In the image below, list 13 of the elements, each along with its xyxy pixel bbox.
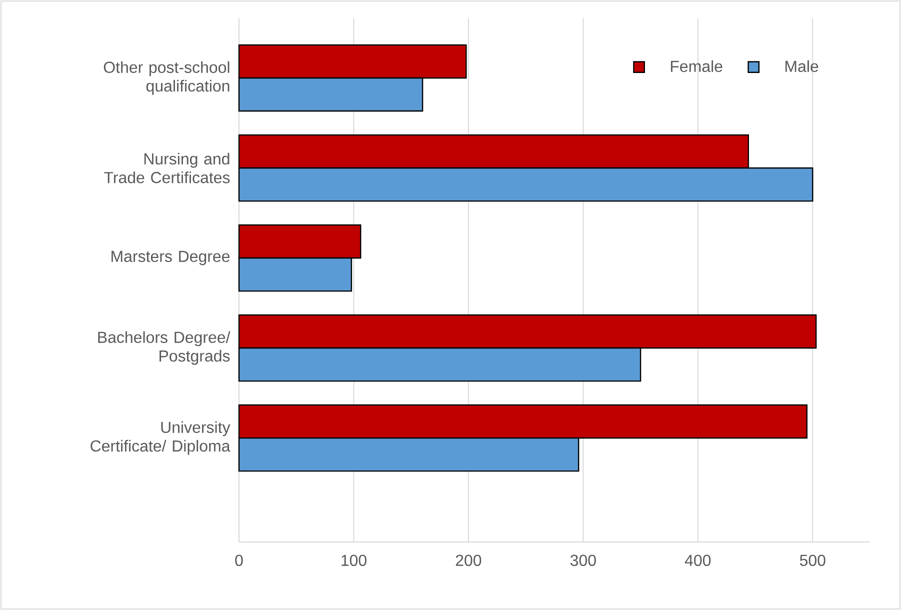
legend-label: Female bbox=[670, 60, 722, 72]
x-tick-label: 500 bbox=[800, 554, 826, 566]
y-tick-label: University Certificate/ Diploma bbox=[90, 421, 230, 455]
x-tick-label: 100 bbox=[342, 554, 366, 566]
x-tick-label: 200 bbox=[456, 554, 482, 566]
x-tick-label: 400 bbox=[684, 554, 711, 566]
x-tick-label: 0 bbox=[235, 554, 243, 566]
y-tick-label: Bachelors Degree/ Postgrads bbox=[98, 331, 230, 365]
y-tick-label: Other post-school qualification bbox=[104, 61, 230, 95]
y-tick-label: Nursing and Trade Certificates bbox=[104, 152, 230, 184]
legend-label: Male bbox=[786, 60, 818, 72]
y-tick-label: Marsters Degree bbox=[112, 250, 230, 266]
x-tick-label: 300 bbox=[570, 554, 596, 566]
